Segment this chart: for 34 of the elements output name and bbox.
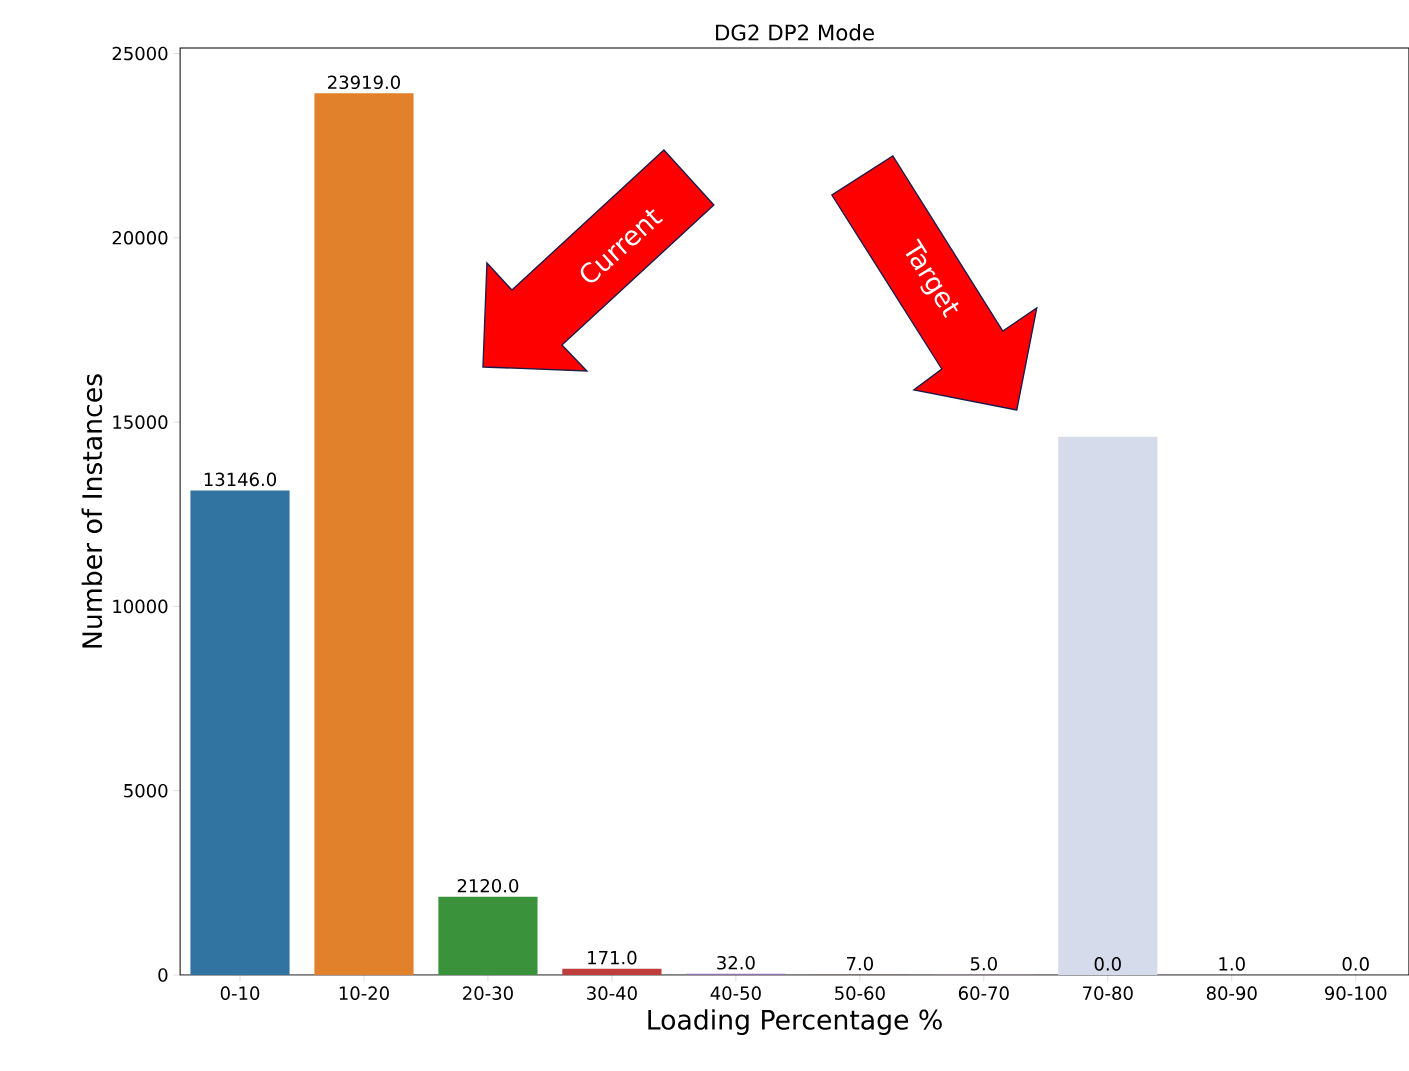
- y-tick-label: 25000: [112, 46, 168, 61]
- x-tick-label: 20-30: [463, 986, 513, 1000]
- bar: [190, 490, 290, 975]
- bar: [1058, 436, 1158, 975]
- x-tick-label: 30-40: [587, 986, 637, 1000]
- y-axis-title: Number of Instances: [81, 374, 103, 648]
- data-label: 0.0: [1342, 957, 1369, 971]
- x-tick-label: 0-10: [220, 986, 260, 1000]
- x-tick-label: 40-50: [710, 986, 761, 1000]
- x-axis-title: Loading Percentage %: [648, 1009, 942, 1035]
- data-label: 1.0: [1219, 957, 1245, 971]
- x-tick-label: 80-90: [1206, 986, 1257, 1000]
- data-label: 7.0: [847, 956, 873, 971]
- x-tick-label: 70-80: [1083, 986, 1133, 1000]
- y-tick-label: 20000: [112, 231, 168, 245]
- data-label: 23919.0: [328, 75, 400, 90]
- bar: [438, 896, 538, 975]
- chart-title: DG2 DP2 Mode: [716, 24, 874, 41]
- x-tick-label: 50-60: [835, 986, 885, 1000]
- y-tick-label: 0: [158, 968, 168, 982]
- data-label: 13146.0: [204, 472, 277, 487]
- data-label: 171.0: [588, 950, 637, 965]
- x-tick-label: 10-20: [339, 986, 389, 1000]
- x-tick-label: 90-100: [1324, 986, 1387, 1000]
- x-tick-label: 60-70: [958, 986, 1009, 1000]
- y-tick-label: 5000: [124, 783, 168, 798]
- y-tick-label: 10000: [113, 599, 168, 614]
- bar: [562, 968, 662, 975]
- y-tick-label: 15000: [113, 415, 168, 429]
- data-label: 32.0: [717, 955, 755, 970]
- data-label: 2120.0: [457, 878, 519, 893]
- data-label: 0.0: [1094, 957, 1121, 971]
- bar: [314, 93, 414, 975]
- data-label: 5.0: [970, 956, 997, 971]
